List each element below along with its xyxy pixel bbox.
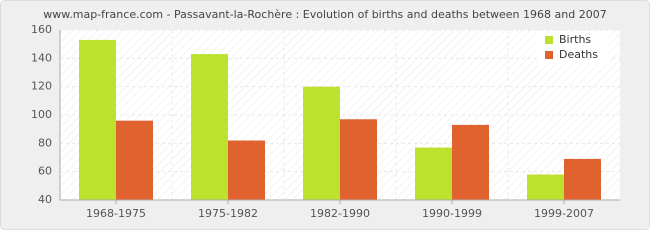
x-tick-label: 1999-2007 — [534, 207, 594, 220]
legend-swatch — [545, 36, 553, 44]
y-tick-label: 40 — [38, 193, 52, 206]
y-tick-label: 60 — [38, 165, 52, 178]
bar — [79, 39, 116, 200]
chart: www.map-france.com - Passavant-la-Rochèr… — [0, 0, 650, 230]
bar — [191, 54, 228, 201]
x-tick-label: 1968-1975 — [86, 207, 146, 220]
x-tick-label: 1990-1999 — [422, 207, 482, 220]
bar — [340, 119, 377, 200]
bar — [303, 86, 340, 200]
legend-swatch — [545, 51, 553, 59]
y-tick-label: 160 — [31, 23, 52, 36]
x-tick-label: 1982-1990 — [310, 207, 370, 220]
bar — [116, 120, 153, 200]
chart-title: www.map-france.com - Passavant-la-Rochèr… — [43, 8, 606, 21]
bar — [527, 174, 564, 200]
y-tick-label: 140 — [31, 51, 52, 64]
y-tick-label: 100 — [31, 108, 52, 121]
bar — [564, 158, 601, 200]
y-tick-label: 80 — [38, 136, 52, 149]
legend-label: Deaths — [559, 48, 598, 61]
bar — [415, 147, 452, 200]
bar — [228, 140, 265, 200]
legend-label: Births — [559, 33, 591, 46]
x-tick-label: 1975-1982 — [198, 207, 258, 220]
y-tick-label: 120 — [31, 80, 52, 93]
bar — [452, 124, 489, 200]
